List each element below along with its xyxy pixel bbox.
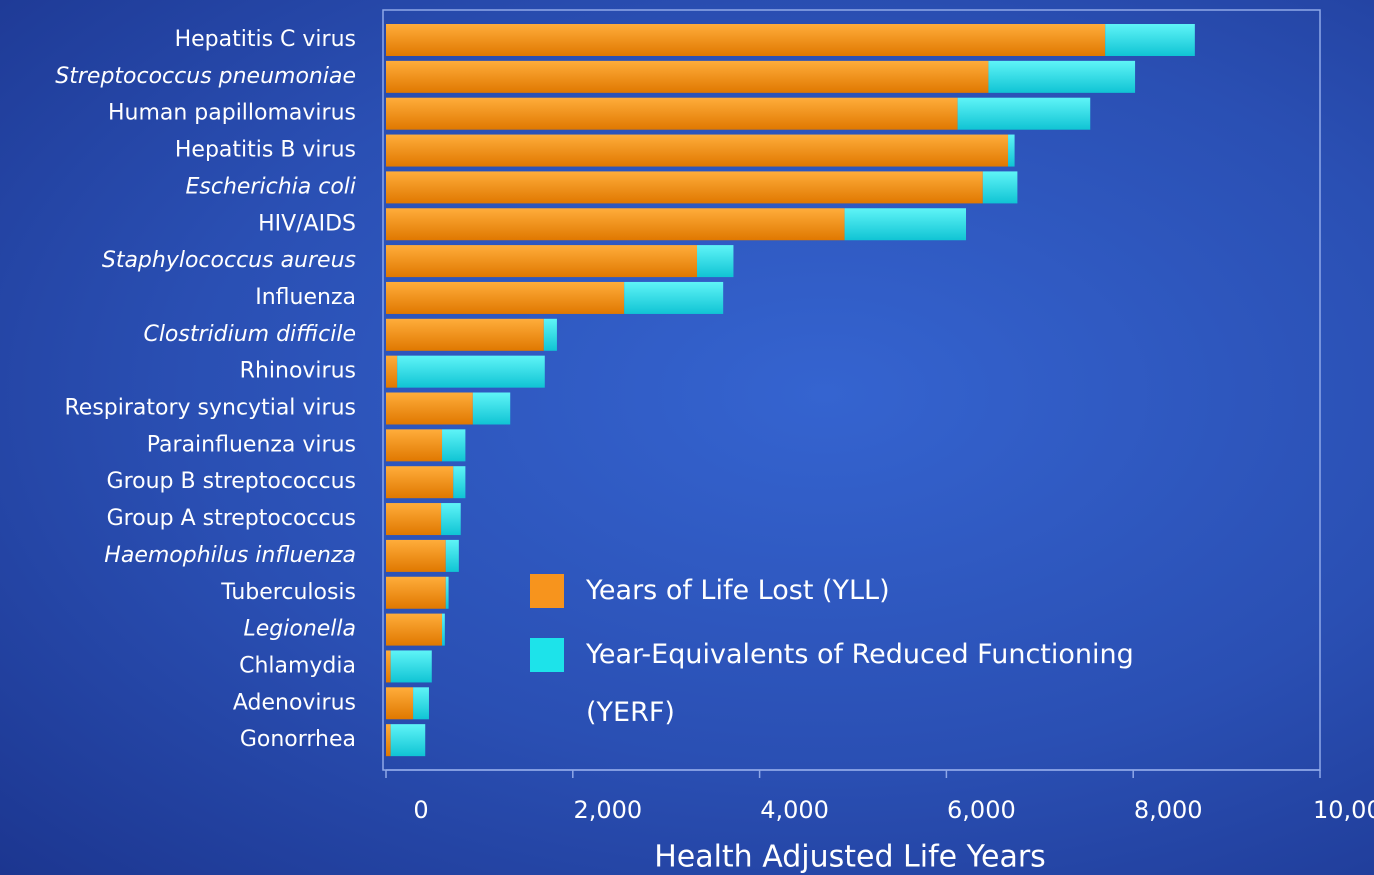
bar-segment — [844, 208, 967, 241]
bar-segment — [386, 97, 958, 130]
y-tick-label: Parainfluenza virus — [147, 432, 356, 457]
x-tick-label: 8,000 — [1134, 796, 1203, 824]
x-tick-label: 10,000 — [1313, 796, 1374, 824]
bar-segment — [413, 687, 429, 720]
y-tick-label: Hepatitis C virus — [175, 27, 356, 52]
bar-segment — [386, 466, 454, 499]
bar-segment — [386, 687, 414, 720]
legend-label: Year-Equivalents of Reduced Functioning … — [586, 639, 1134, 728]
bar-segment — [624, 281, 724, 314]
bar-segment — [386, 724, 391, 757]
y-tick-label: Chlamydia — [239, 653, 356, 678]
y-tick-label: Hepatitis B virus — [175, 138, 356, 163]
bar-segment — [386, 60, 989, 93]
bar-segment — [1105, 24, 1195, 56]
bar-segment — [386, 245, 698, 278]
bar-segment — [442, 613, 445, 646]
bar-segment — [386, 650, 391, 683]
bar-segment — [386, 539, 446, 572]
y-tick-label: Escherichia coli — [186, 174, 357, 199]
bar-segment — [1008, 134, 1015, 167]
bar-segment — [982, 171, 1018, 204]
bar-segment — [386, 355, 398, 388]
bar-segment — [386, 208, 845, 241]
y-tick-label: Haemophilus influenza — [104, 543, 356, 568]
bar-segment — [441, 503, 461, 536]
bar-segment — [397, 355, 545, 388]
y-tick-label: Tuberculosis — [220, 580, 356, 605]
bar-segment — [988, 60, 1136, 93]
legend-item: Years of Life Lost (YLL) — [530, 574, 1230, 620]
y-tick-label: Staphylococcus aureus — [102, 248, 356, 273]
x-axis-title: Health Adjusted Life Years — [654, 840, 1046, 875]
x-tick-label: 2,000 — [573, 796, 642, 824]
y-tick-label: Gonorrhea — [240, 727, 356, 752]
y-tick-label: Group A streptococcus — [107, 506, 356, 531]
bar-segment — [386, 503, 442, 536]
y-tick-label: Legionella — [243, 617, 356, 642]
bar-segment — [697, 245, 734, 278]
bar-segment — [472, 392, 511, 425]
bar-segment — [543, 318, 557, 351]
y-tick-label: Influenza — [255, 285, 356, 310]
bar-segment — [386, 281, 625, 314]
x-tick-label: 0 — [413, 796, 428, 824]
legend: Years of Life Lost (YLL) Year-Equivalents… — [530, 574, 1230, 760]
y-tick-label: Streptococcus pneumoniae — [55, 64, 356, 89]
bar-segment — [442, 429, 466, 462]
bar-segment — [453, 466, 466, 499]
legend-label: Years of Life Lost (YLL) — [586, 575, 890, 606]
bar-segment — [386, 134, 1009, 167]
y-tick-label: Human papillomavirus — [108, 101, 356, 126]
bar-segment — [390, 724, 426, 757]
bar-segment — [445, 539, 459, 572]
legend-item: Year-Equivalents of Reduced Functioning … — [530, 638, 1230, 742]
bar-segment — [445, 576, 449, 609]
legend-swatch — [530, 638, 564, 672]
bar-segment — [386, 24, 1106, 56]
y-tick-label: Respiratory syncytial virus — [65, 396, 357, 421]
bar-segment — [390, 650, 432, 683]
y-tick-label: Clostridium difficile — [143, 322, 356, 347]
legend-swatch — [530, 574, 564, 608]
y-tick-label: HIV/AIDS — [258, 211, 356, 236]
x-tick-label: 6,000 — [947, 796, 1016, 824]
x-tick-label: 4,000 — [760, 796, 829, 824]
bar-segment — [386, 392, 473, 425]
bar-segment — [386, 576, 446, 609]
y-tick-label: Adenovirus — [233, 690, 356, 715]
bar-segment — [386, 171, 983, 204]
bar-segment — [386, 613, 443, 646]
bar-segment — [386, 318, 544, 351]
bar-segment — [957, 97, 1091, 130]
y-tick-label: Group B streptococcus — [107, 469, 356, 494]
y-tick-label: Rhinovirus — [240, 359, 356, 384]
bar-segment — [386, 429, 443, 462]
